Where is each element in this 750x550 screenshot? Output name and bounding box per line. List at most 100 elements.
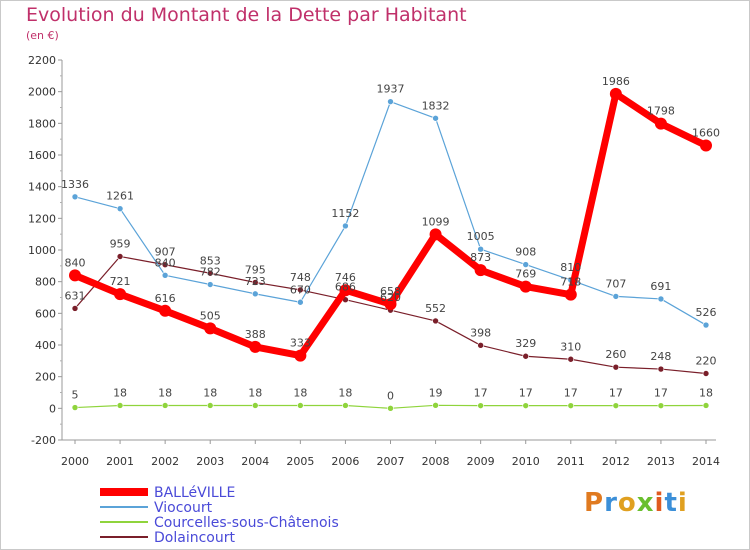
data-label: 260 [605,348,626,361]
x-tick-label: 2001 [106,455,134,468]
data-label: 853 [200,254,221,267]
y-tick-label: 2200 [28,54,56,67]
x-tick-label: 2002 [151,455,179,468]
brand-letter: t [664,488,678,518]
data-label: 388 [245,328,266,341]
data-label: 1986 [602,75,630,88]
data-label: 18 [699,386,713,399]
data-point [206,402,214,409]
data-label: 873 [470,251,491,264]
data-label: 17 [609,387,623,400]
data-label: 552 [425,302,446,315]
data-point [522,261,530,268]
data-label: 658 [380,285,401,298]
data-label: 840 [65,256,86,269]
data-point [342,402,349,409]
data-label: 810 [560,261,581,274]
x-tick-label: 2004 [241,455,269,468]
data-point [612,363,620,371]
data-label: 721 [110,275,131,288]
y-tick-label: 1200 [28,212,56,225]
data-point [251,290,259,298]
x-tick-label: 2000 [61,455,89,468]
data-point [702,402,710,409]
data-label: 723 [245,275,266,288]
y-tick-label: 1000 [28,244,56,257]
y-tick-label: 1600 [28,149,56,162]
y-tick-label: -200 [31,434,56,447]
data-point [474,264,487,277]
data-label: 17 [654,387,668,400]
data-point [432,402,439,409]
x-tick-label: 2007 [377,455,405,468]
data-label: 1152 [331,207,359,220]
data-label: 782 [200,266,221,279]
series-line-0 [71,90,710,360]
x-tick-label: 2005 [286,455,314,468]
data-label: 1005 [467,230,495,243]
series-layer [69,87,712,412]
y-tick-label: 800 [35,276,56,289]
data-label: 748 [290,271,311,284]
data-point [387,405,394,412]
data-label: 18 [338,386,352,399]
data-point [114,288,127,301]
data-point [251,402,259,409]
data-label: 686 [335,281,356,294]
data-label: 840 [155,256,176,269]
data-point [297,402,304,409]
data-label: 670 [290,283,311,296]
legend: BALLéVILLEViocourtCourcelles-sous-Châten… [100,485,339,546]
data-label: 18 [248,386,262,399]
data-point [477,245,484,253]
data-point [519,280,532,293]
brand-letter: x [636,488,655,518]
data-label: 526 [696,306,717,319]
brand-letter: i [677,488,688,518]
data-point [384,298,397,311]
data-point [432,114,439,122]
brand-letter: r [604,488,618,518]
data-label: 17 [474,387,488,400]
data-label: 1832 [422,99,450,112]
y-tick-label: 2000 [28,86,56,99]
data-point [161,261,169,269]
brand-letter: i [654,488,665,518]
data-point [657,295,665,303]
data-label: 1798 [647,105,675,118]
y-tick-label: 1400 [28,181,56,194]
data-point [71,404,79,411]
x-tick-label: 2006 [331,455,359,468]
x-tick-label: 2013 [647,455,675,468]
y-tick-label: 0 [49,402,56,415]
data-label: 329 [515,337,536,350]
x-tick-label: 2003 [196,455,224,468]
data-label: 310 [560,340,581,353]
x-tick-label: 2009 [467,455,495,468]
data-label: 1261 [106,190,134,203]
data-label: 1336 [61,178,89,191]
y-tick-label: 200 [35,371,56,384]
data-point [567,355,575,363]
data-label: 220 [696,355,717,368]
data-label: 17 [519,387,533,400]
y-tick-label: 400 [35,339,56,352]
data-label: 616 [155,292,176,305]
data-label: 620 [380,291,401,304]
data-point [387,98,394,105]
data-label: 718 [560,276,581,289]
data-point [567,402,575,409]
data-point [161,402,169,409]
data-label: 17 [564,387,578,400]
data-point [522,402,530,409]
data-label: 746 [335,271,356,284]
data-label: 18 [158,386,172,399]
data-point [342,222,349,230]
data-label: 707 [605,277,626,290]
data-label: 691 [650,280,671,293]
data-point [69,269,81,282]
data-point [159,304,172,317]
data-label: 0 [387,389,394,402]
